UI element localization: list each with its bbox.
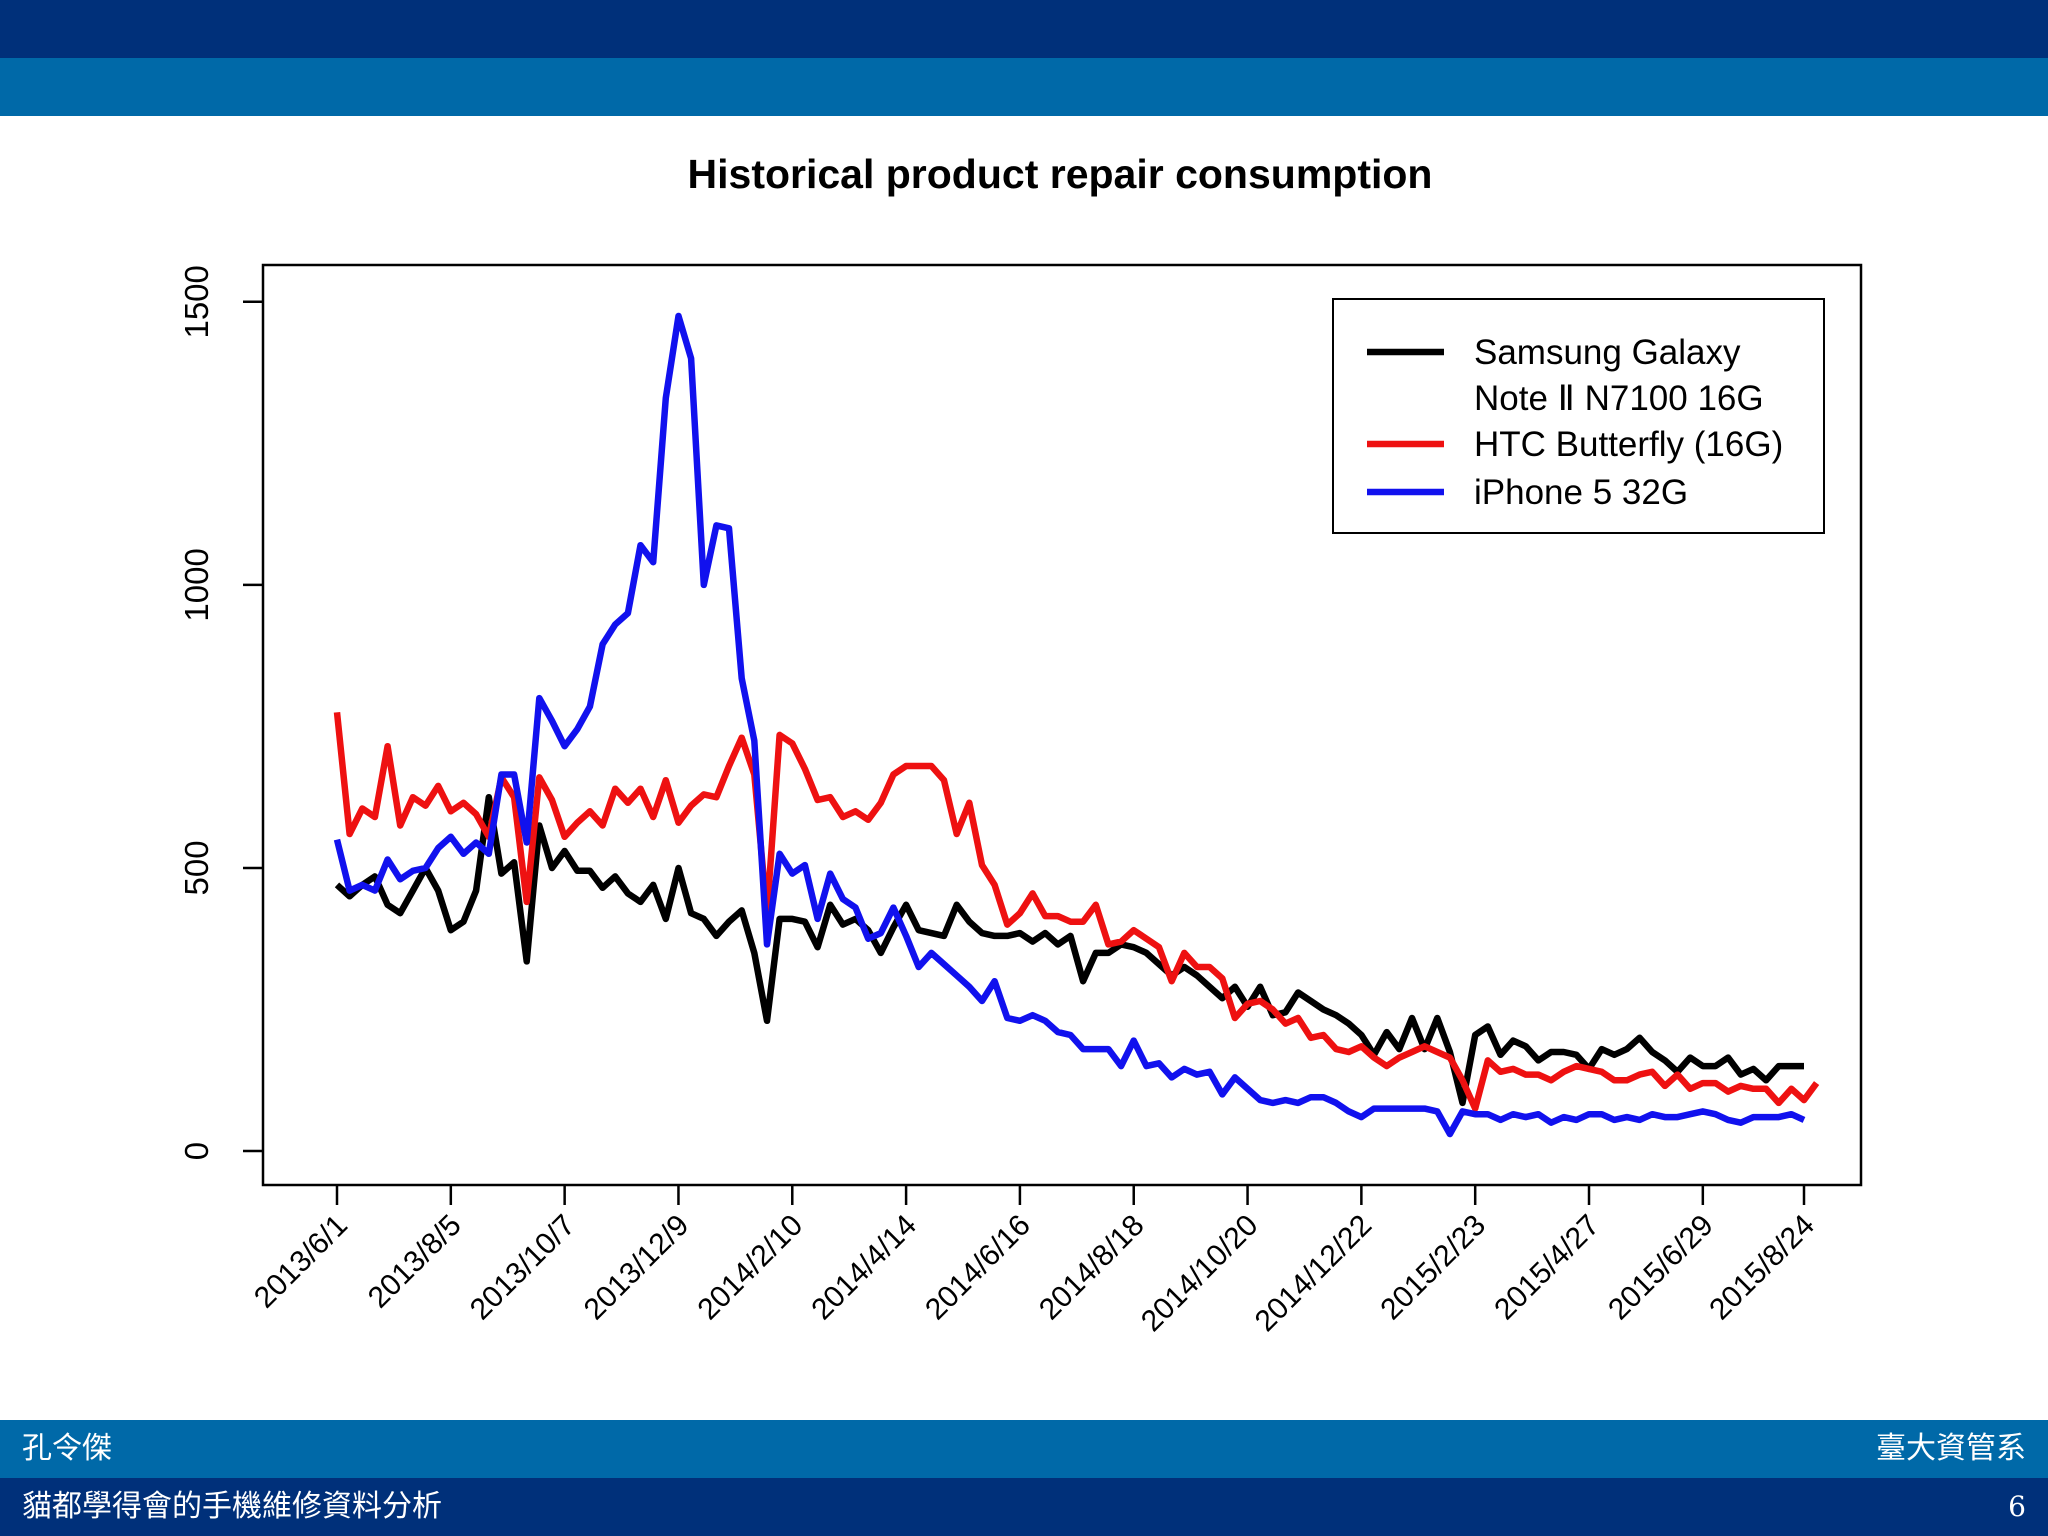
x-tick-label: 2014/6/16 (919, 1209, 1037, 1327)
x-tick-label: 2013/10/7 (464, 1209, 582, 1327)
x-tick-label: 2014/12/22 (1249, 1209, 1379, 1339)
x-tick-label: 2015/8/24 (1703, 1209, 1821, 1327)
y-tick-label: 0 (178, 1142, 215, 1160)
x-tick-label: 2015/6/29 (1602, 1209, 1720, 1327)
x-axis: 2013/6/1 2013/8/52013/10/72013/12/92014/2… (248, 1185, 1821, 1338)
series-line-0 (334, 793, 1804, 1107)
y-tick-label: 1500 (178, 265, 215, 338)
chart-title: Historical product repair consumption (688, 151, 1433, 197)
legend-label: iPhone 5 32G (1474, 473, 1688, 512)
x-tick-label: 2014/10/20 (1135, 1209, 1265, 1339)
footer-band-dark: 貓都學得會的手機維修資料分析 6 (0, 1478, 2048, 1536)
legend: Samsung Galaxy Note Ⅱ N7100 16G HTC Butter… (1332, 298, 1825, 534)
x-tick-label: 2014/2/10 (692, 1209, 810, 1327)
footer-band-light: 孔令傑 臺大資管系 (0, 1420, 2048, 1478)
legend-label: HTC Butterfly (16G) (1474, 425, 1783, 464)
author-name: 孔令傑 (22, 1431, 112, 1466)
header-band-light (0, 58, 2048, 116)
slide-subject: 貓都學得會的手機維修資料分析 (22, 1489, 442, 1524)
header-band-dark (0, 0, 2048, 58)
series-line-1 (333, 711, 1820, 1112)
legend-label: Samsung Galaxy Note Ⅱ N7100 16G (1474, 333, 1764, 418)
x-tick-label: 2014/4/14 (805, 1209, 923, 1327)
x-tick-label: 2013/8/5 (362, 1209, 468, 1315)
series-layer (333, 312, 1820, 1138)
x-tick-label: 2013/12/9 (578, 1209, 696, 1327)
page-number: 6 (2008, 1490, 2026, 1523)
x-tick-label: 2014/8/18 (1033, 1209, 1151, 1327)
plot-frame (261, 263, 1863, 1187)
line-chart: Historical product repair consumption 0 5… (178, 151, 1863, 1338)
x-tick-label: 2015/2/23 (1374, 1209, 1492, 1327)
y-tick-label: 1000 (178, 548, 215, 621)
y-tick-label: 500 (178, 840, 215, 895)
series-line-2 (333, 312, 1806, 1138)
x-tick-label: 2015/4/27 (1488, 1209, 1606, 1327)
department-name: 臺大資管系 (1876, 1431, 2026, 1466)
y-axis: 0 500 1000 1500 (178, 265, 263, 1160)
x-tick-label: 2013/6/1 (248, 1209, 354, 1315)
